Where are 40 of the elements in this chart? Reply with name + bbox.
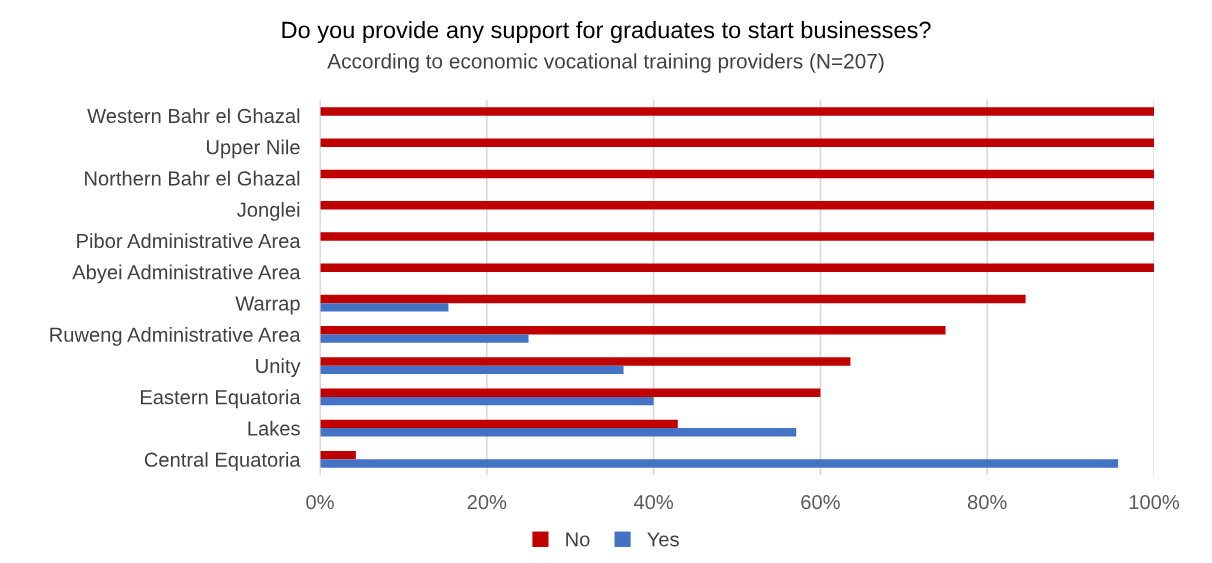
y-tick-label: Unity: [256, 358, 301, 378]
chart-title: Do you provide any support for graduates to start businesses?: [282, 21, 931, 44]
bar: [320, 303, 449, 312]
bar: [320, 334, 529, 343]
bar: [320, 396, 654, 406]
x-tick-label: 40%: [633, 494, 674, 510]
bar: [320, 459, 1119, 468]
y-tick-label: Jonglei: [237, 202, 300, 221]
bar: [320, 138, 1154, 147]
legend-label: Yes: [647, 532, 679, 547]
x-tick-label: 0%: [306, 494, 334, 510]
bar: [320, 200, 1154, 210]
y-tick-label: Eastern Equatoria: [141, 389, 301, 409]
x-tick-label: 60%: [801, 494, 840, 510]
bar: [320, 232, 1154, 241]
y-tick-label: Warrap: [235, 296, 300, 315]
x-tick-label: 20%: [467, 494, 507, 510]
bar: [320, 365, 624, 375]
bar: [320, 357, 851, 366]
y-tick-label: Western Bahr el Ghazal: [87, 108, 300, 124]
bar: [320, 294, 1026, 304]
bar: [320, 428, 797, 437]
x-tick-label: 100%: [1129, 494, 1180, 510]
y-tick-label: Abyei Administrative Area: [72, 264, 301, 284]
y-tick-label: Upper Nile: [206, 139, 300, 159]
y-tick-label: Pibor Administrative Area: [77, 233, 301, 249]
y-tick-label: Central Equatoria: [144, 452, 301, 471]
bar: [320, 169, 1154, 179]
y-tick-label: Northern Bahr el Ghazal: [85, 170, 300, 186]
bar: [320, 325, 946, 335]
bar: [320, 450, 356, 460]
chart-subtitle: According to economic vocational training providers (N=207): [327, 53, 884, 73]
y-tick-label: Ruweng Administrative Area: [50, 327, 301, 346]
legend-label: No: [566, 532, 590, 547]
y-tick-label: Lakes: [248, 420, 300, 436]
x-tick-label: 80%: [967, 494, 1007, 510]
bar: [320, 107, 1154, 116]
bar: [320, 388, 821, 397]
bar: [320, 419, 678, 429]
bar: [320, 263, 1154, 272]
